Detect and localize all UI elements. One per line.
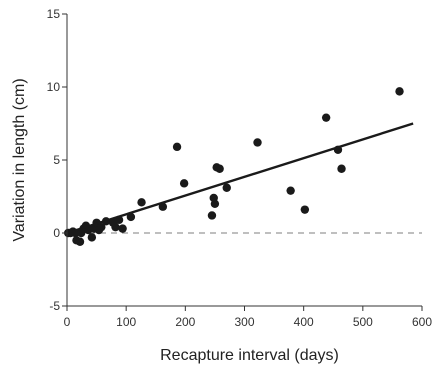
data-point <box>97 222 106 232</box>
x-tick-label: 300 <box>234 315 254 329</box>
x-tick-label: 0 <box>64 315 71 329</box>
data-point <box>172 142 182 152</box>
x-tick-label: 600 <box>412 315 432 329</box>
y-tick-label: -5 <box>49 299 60 313</box>
data-point <box>87 233 97 242</box>
data-point <box>137 198 146 207</box>
trend-line <box>66 122 414 235</box>
x-tick-label: 100 <box>116 315 136 329</box>
data-point <box>222 183 231 192</box>
y-tick-label: 0 <box>53 226 60 240</box>
x-tick-label: 400 <box>294 315 314 329</box>
data-point <box>75 237 85 246</box>
y-tick-label: 5 <box>53 153 60 167</box>
data-point <box>395 87 404 96</box>
y-tick-label: 15 <box>47 7 61 21</box>
data-point <box>179 179 189 188</box>
data-point <box>210 199 220 208</box>
data-point <box>300 205 310 214</box>
data-point <box>321 113 331 122</box>
x-axis-label: Recapture interval (days) <box>160 347 339 364</box>
data-point <box>286 186 295 195</box>
x-tick-label: 500 <box>353 315 373 329</box>
data-point <box>253 138 262 147</box>
data-point <box>215 164 224 173</box>
data-point <box>337 164 346 173</box>
data-point <box>111 222 120 232</box>
data-point <box>126 212 136 222</box>
x-tick-label: 200 <box>175 315 195 329</box>
data-point <box>118 224 127 233</box>
data-point <box>158 202 168 211</box>
data-point <box>207 211 217 220</box>
y-axis-label: Variation in length (cm) <box>11 78 28 241</box>
y-tick-label: 10 <box>47 80 61 94</box>
